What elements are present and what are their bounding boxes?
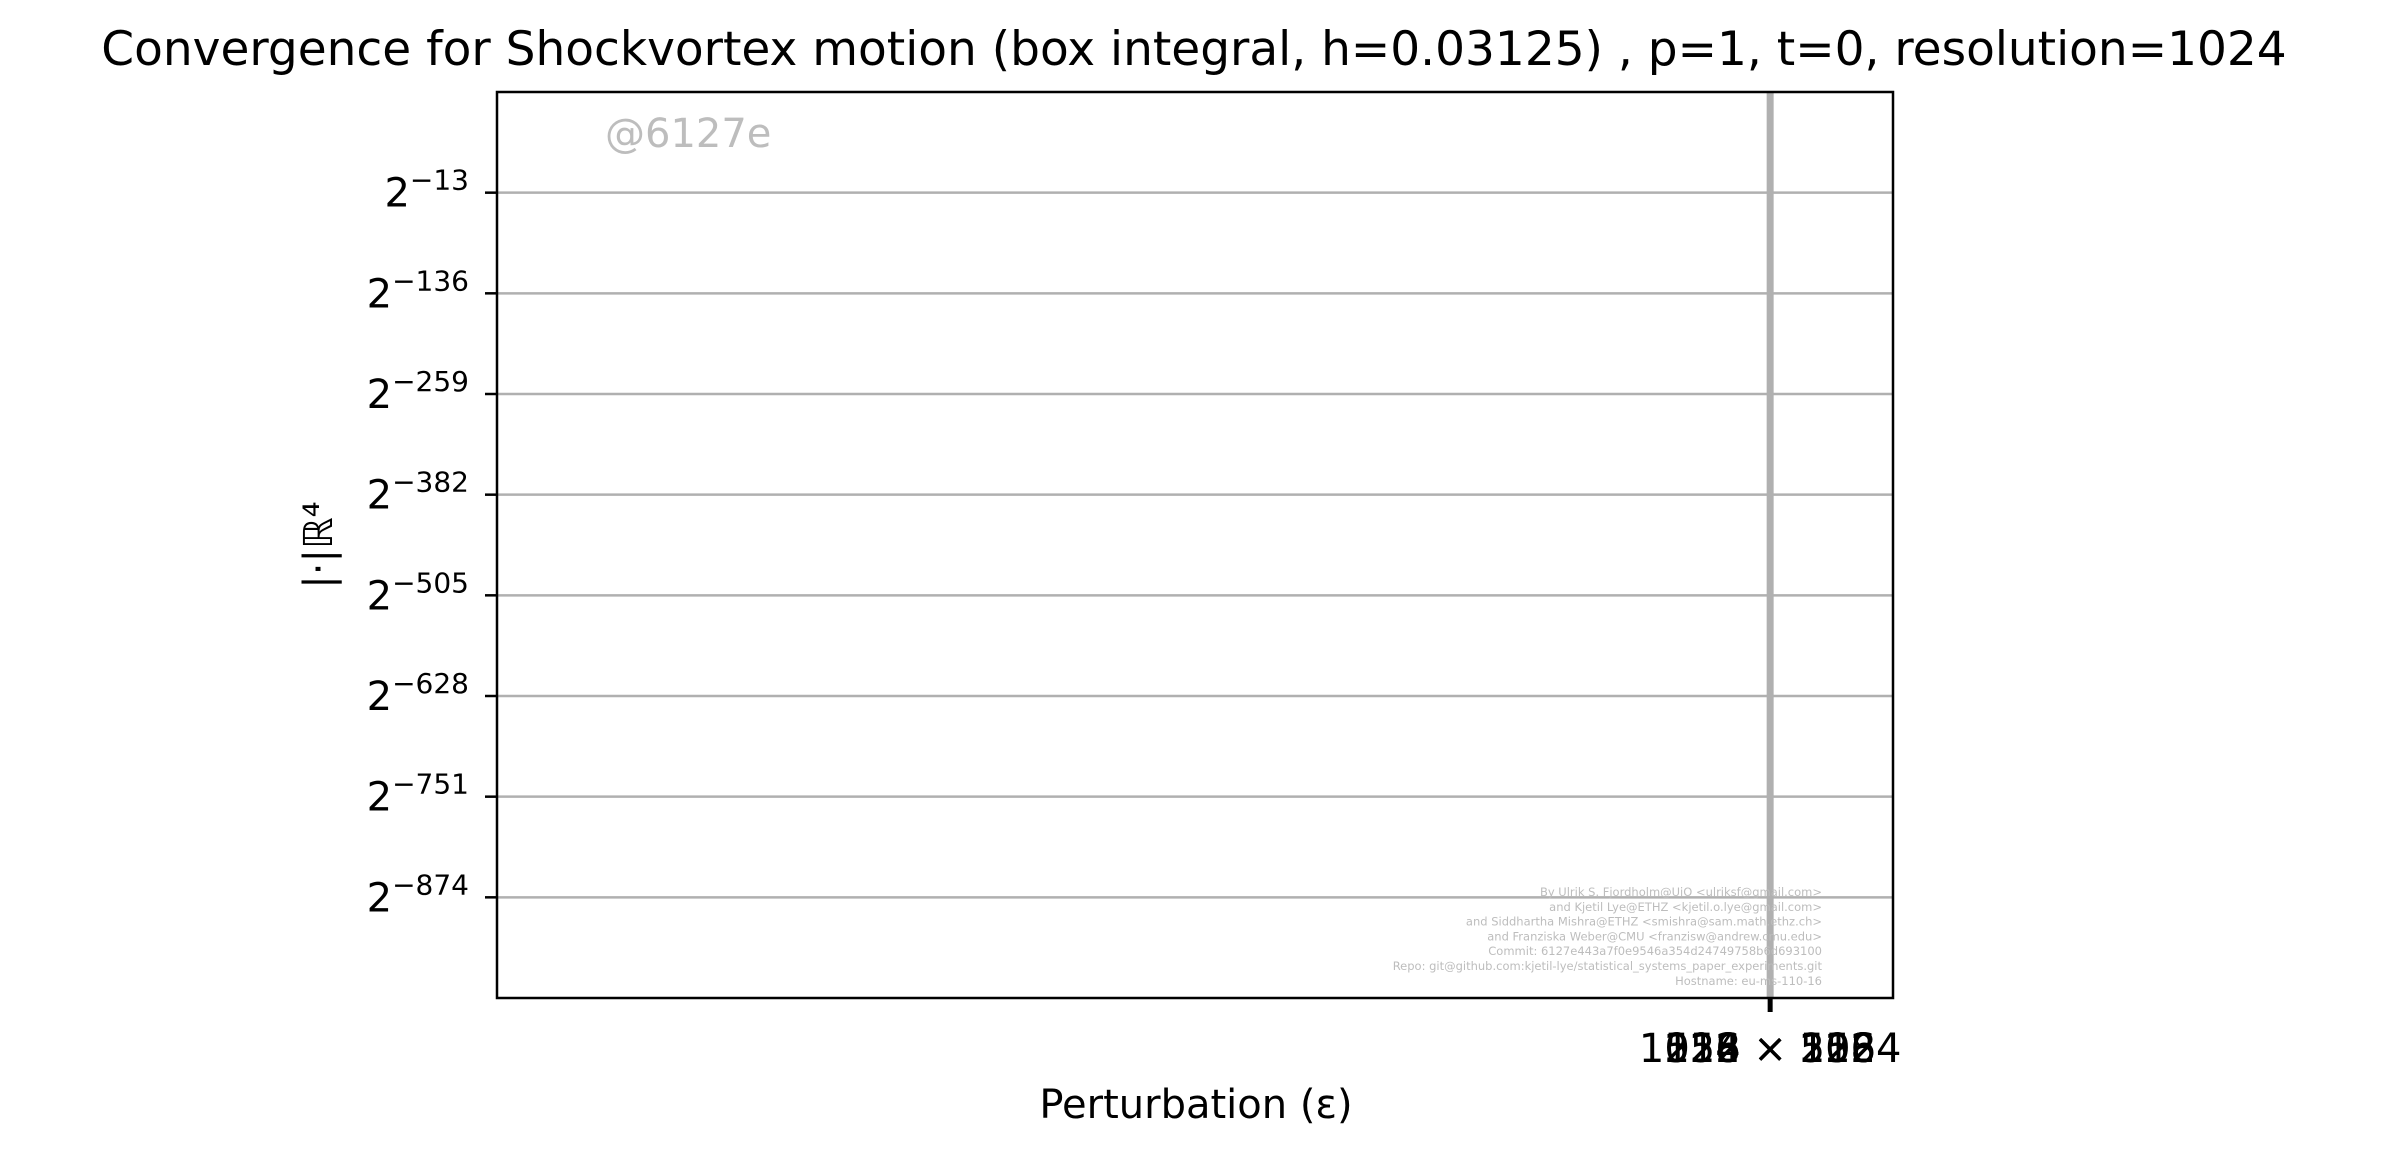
y-tick-label-0: 2−13 bbox=[384, 164, 469, 217]
watermark-credit-line-0: By Ulrik S. Fjordholm@UiO <ulriksf@gmail… bbox=[1540, 885, 1822, 899]
chart-title: Convergence for Shockvortex motion (box … bbox=[101, 22, 2286, 77]
watermark-credits: By Ulrik S. Fjordholm@UiO <ulriksf@gmail… bbox=[1393, 885, 1823, 988]
watermark-credit-line-5: Repo: git@github.com:kjetil-lye/statisti… bbox=[1393, 959, 1823, 973]
y-tick-label-7: 2−874 bbox=[367, 868, 469, 921]
x-tick-label-2: 512 × 512 bbox=[1664, 1026, 1876, 1072]
y-tick-label-6: 2−751 bbox=[367, 768, 469, 821]
y-axis-ticks: 2−13 2−136 2−259 2−382 2−505 2−628 2−751 2−874 bbox=[367, 164, 497, 921]
y-tick-label-1: 2−136 bbox=[367, 264, 469, 317]
watermark-credit-line-3: and Franziska Weber@CMU <franzisw@andrew… bbox=[1487, 929, 1822, 943]
y-tick-label-2: 2−259 bbox=[367, 365, 469, 418]
grid-lines bbox=[497, 191, 1893, 899]
watermark-credit-line-2: and Siddhartha Mishra@ETHZ <smishra@sam.… bbox=[1466, 915, 1822, 929]
x-tick-label-1: 256 × 256 bbox=[1664, 1026, 1876, 1072]
y-tick-label-4: 2−505 bbox=[367, 566, 469, 619]
y-tick-label-5: 2−628 bbox=[367, 667, 469, 720]
y-tick-label-3: 2−382 bbox=[367, 466, 469, 519]
plot-area-frame bbox=[495, 90, 1895, 1000]
y-axis-label: |·|ℝ⁴ bbox=[296, 501, 342, 588]
watermark-commit-tag: @6127e bbox=[605, 111, 771, 157]
x-axis-label: Perturbation (ε) bbox=[1039, 1082, 1352, 1128]
watermark-credit-line-1: and Kjetil Lye@ETHZ <kjetil.o.lye@gmail.… bbox=[1549, 900, 1822, 914]
watermark-credit-line-6: Hostname: eu-ms-110-16 bbox=[1675, 974, 1822, 988]
x-tick-label-3: 1024 × 1024 bbox=[1639, 1026, 1902, 1072]
watermark-credit-line-4: Commit: 6127e443a7f0e9546a354d24749758b6… bbox=[1488, 944, 1822, 958]
x-tick-label-0: 128 × 128 bbox=[1664, 1026, 1876, 1072]
